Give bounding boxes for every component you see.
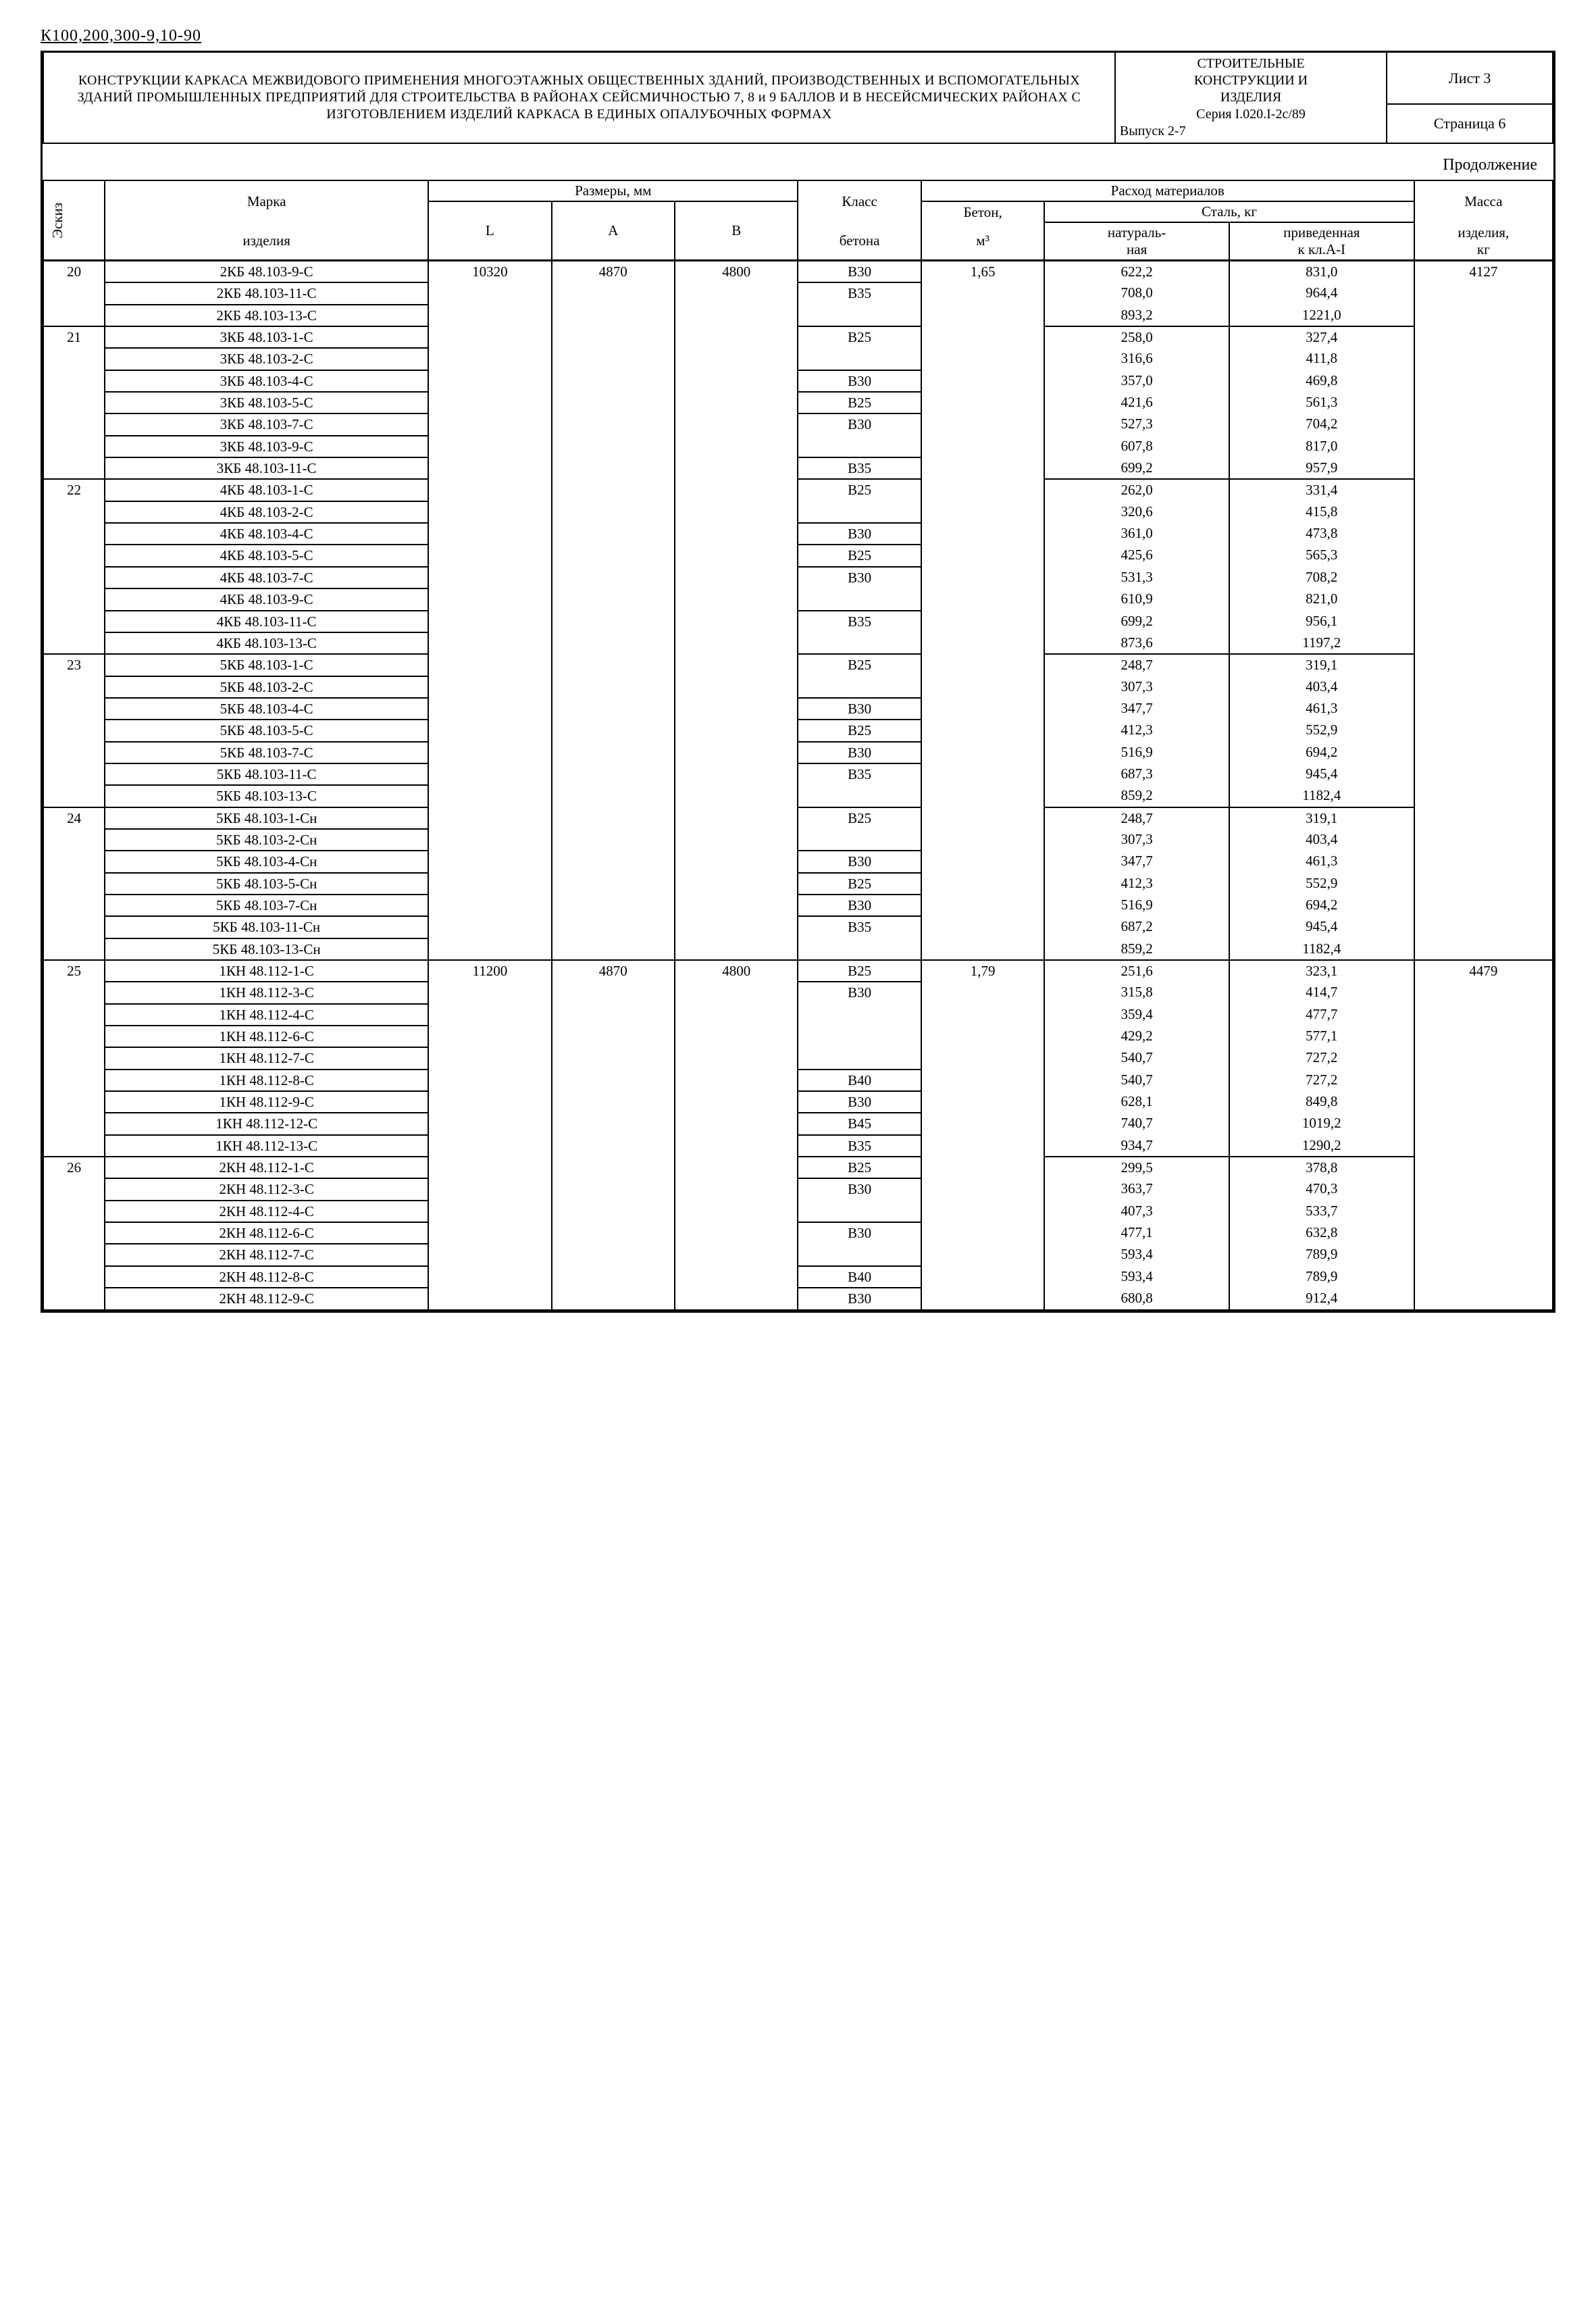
hdr-steel: Сталь, кг <box>1044 201 1414 222</box>
table-row: 23 5КБ 48.103-1-С В25 248,7319,1 <box>43 654 1553 676</box>
series-l4: Серия I.020.I-2с/89 <box>1120 106 1382 123</box>
steel-red: 831,0 <box>1229 261 1414 283</box>
series-box: СТРОИТЕЛЬНЫЕ КОНСТРУКЦИИ И ИЗДЕЛИЯ Серия… <box>1115 52 1387 144</box>
steel-nat: 622,2 <box>1044 261 1229 283</box>
dim-A: 4870 <box>552 261 675 961</box>
beton: 1,65 <box>921 261 1044 961</box>
table-row: 2КБ 48.103-11-С В35 708,0964,4 <box>43 282 1553 304</box>
header-title: КОНСТРУКЦИИ КАРКАСА МЕЖВИДОВОГО ПРИМЕНЕН… <box>43 52 1115 144</box>
hdr-A: A <box>552 201 675 261</box>
hdr-mark2: изделия <box>105 222 428 261</box>
hdr-dims: Размеры, мм <box>428 180 798 201</box>
series-l1: СТРОИТЕЛЬНЫЕ <box>1120 55 1382 72</box>
table-row: 24 5КБ 48.103-1-Сн В25 248,7319,1 <box>43 807 1553 829</box>
hdr-eskiz: Эскиз <box>48 196 68 245</box>
series-l2: КОНСТРУКЦИИ И <box>1120 72 1382 89</box>
mark: 2КБ 48.103-9-С <box>105 261 428 283</box>
document-code: К100,200,300-9,10-90 <box>41 27 1555 45</box>
series-l5: Выпуск 2-7 <box>1120 123 1382 140</box>
hdr-steel2: приведеннаяк кл.А-I <box>1229 222 1414 261</box>
hdr-L: L <box>428 201 551 261</box>
table-row: 22 4КБ 48.103-1-С В25 262,0331,4 <box>43 479 1553 501</box>
header-table: КОНСТРУКЦИИ КАРКАСА МЕЖВИДОВОГО ПРИМЕНЕН… <box>43 51 1553 144</box>
dim-B2: 4800 <box>675 960 798 1310</box>
hdr-beton1: Бетон, <box>921 201 1044 222</box>
class: В30 <box>798 261 921 283</box>
table-row: 26 2КН 48.112-1-С В25 299,5378,8 <box>43 1157 1553 1178</box>
hdr-steel1: натураль-ная <box>1044 222 1229 261</box>
hdr-mass2: изделия,кг <box>1414 222 1553 261</box>
mass2: 4479 <box>1414 960 1553 1310</box>
mass: 4127 <box>1414 261 1553 961</box>
series-l3: ИЗДЕЛИЯ <box>1120 89 1382 106</box>
page-frame: КОНСТРУКЦИИ КАРКАСА МЕЖВИДОВОГО ПРИМЕНЕН… <box>41 51 1555 1313</box>
eskiz-val: 20 <box>43 261 105 327</box>
dim-B: 4800 <box>675 261 798 961</box>
table-row: 25 1КН 48.112-1-С 11200 4870 4800 В25 1,… <box>43 960 1553 982</box>
hdr-B: B <box>675 201 798 261</box>
hdr-mark1: Марка <box>105 180 428 222</box>
dim-L2: 11200 <box>428 960 551 1310</box>
hdr-beton2: м³ <box>921 222 1044 261</box>
hdr-mass1: Масса <box>1414 180 1553 222</box>
continuation-label: Продолжение <box>43 144 1553 180</box>
table-row: 20 2КБ 48.103-9-С 10320 4870 4800 В30 1,… <box>43 261 1553 283</box>
page-number: Страница 6 <box>1387 104 1553 143</box>
sheet-number: Лист 3 <box>1387 52 1553 105</box>
dim-L: 10320 <box>428 261 551 961</box>
hdr-consump: Расход материалов <box>921 180 1414 201</box>
hdr-class1: Класс <box>798 180 921 222</box>
dim-A2: 4870 <box>552 960 675 1310</box>
hdr-class2: бетона <box>798 222 921 261</box>
beton2: 1,79 <box>921 960 1044 1310</box>
main-data-table: Эскиз Марка Размеры, мм Класс Расход мат… <box>43 180 1553 1311</box>
table-row: 21 3КБ 48.103-1-С В25 258,0327,4 <box>43 326 1553 348</box>
